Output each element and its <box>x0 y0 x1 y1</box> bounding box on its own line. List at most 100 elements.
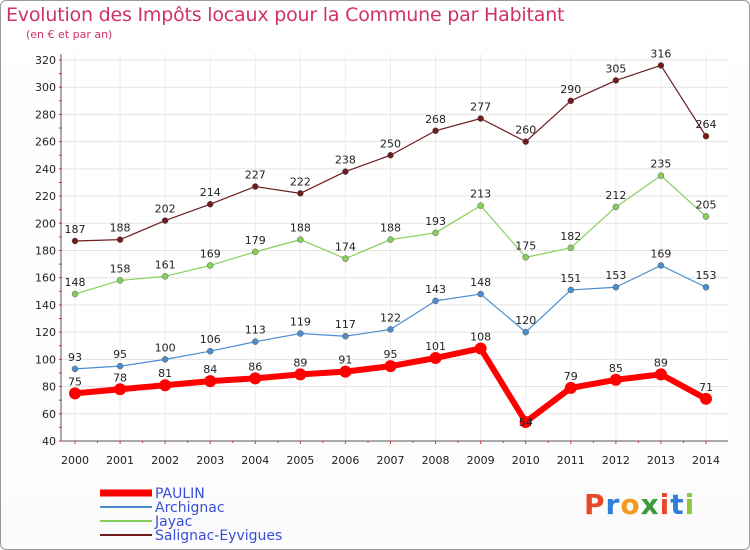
data-label-paulin: 84 <box>203 363 217 376</box>
data-point-jayac <box>522 254 529 261</box>
legend-label-jayac: Jayac <box>154 514 192 530</box>
data-label-jayac: 188 <box>380 222 401 235</box>
data-point-paulin <box>159 379 172 392</box>
y-tick-label: 160 <box>35 272 56 285</box>
data-point-archignac <box>116 362 124 370</box>
y-tick-label: 220 <box>35 190 56 203</box>
x-tick-label: 2007 <box>377 454 405 467</box>
data-label-archignac: 106 <box>200 333 221 346</box>
data-point-jayac <box>702 213 710 220</box>
data-label-salignac-eyvigues: 202 <box>155 203 176 216</box>
x-tick-label: 2010 <box>512 454 540 467</box>
logo-letter: r <box>605 488 621 521</box>
data-label-paulin: 91 <box>338 354 352 367</box>
y-tick-label: 320 <box>35 54 56 67</box>
data-label-jayac: 169 <box>200 247 221 260</box>
data-label-jayac: 174 <box>335 241 356 254</box>
data-point-paulin <box>519 415 532 428</box>
data-point-jayac <box>477 202 484 209</box>
data-label-paulin: 89 <box>293 356 307 369</box>
data-label-salignac-eyvigues: 188 <box>110 222 131 235</box>
data-label-jayac: 213 <box>470 188 491 201</box>
logo-letter: i <box>684 488 696 521</box>
data-label-jayac: 179 <box>245 234 266 247</box>
x-tick-label: 2001 <box>106 454 134 467</box>
data-label-paulin: 54 <box>519 416 533 429</box>
data-point-archignac <box>297 330 304 337</box>
data-point-paulin <box>609 373 622 386</box>
data-point-archignac <box>432 297 439 305</box>
data-point-jayac <box>297 236 304 243</box>
data-point-jayac <box>612 203 620 211</box>
data-point-jayac <box>252 248 259 256</box>
data-label-archignac: 148 <box>470 276 491 289</box>
data-point-salignac-eyvigues <box>71 237 79 245</box>
data-point-archignac <box>161 356 169 363</box>
data-label-salignac-eyvigues: 316 <box>650 47 671 60</box>
data-label-paulin: 89 <box>654 356 668 369</box>
data-label-archignac: 120 <box>515 314 536 327</box>
data-label-salignac-eyvigues: 250 <box>380 137 401 150</box>
y-tick-label: 260 <box>35 136 56 149</box>
data-point-paulin <box>339 365 352 378</box>
data-label-jayac: 212 <box>605 189 626 202</box>
y-tick-label: 40 <box>42 435 56 448</box>
y-tick-label: 60 <box>42 408 56 421</box>
data-label-paulin: 79 <box>564 370 578 383</box>
data-label-salignac-eyvigues: 227 <box>245 169 266 182</box>
data-label-archignac: 143 <box>425 283 446 296</box>
data-point-salignac-eyvigues <box>477 115 484 122</box>
data-point-paulin <box>249 372 262 385</box>
logo-letter: i <box>659 488 671 521</box>
x-tick-label: 2014 <box>692 454 720 467</box>
x-tick-label: 2008 <box>422 454 450 467</box>
data-label-salignac-eyvigues: 268 <box>425 113 446 126</box>
y-tick-label: 100 <box>35 353 56 366</box>
data-label-salignac-eyvigues: 290 <box>560 83 581 96</box>
data-point-paulin <box>69 387 81 400</box>
data-point-archignac <box>567 286 575 294</box>
data-label-salignac-eyvigues: 222 <box>290 175 311 188</box>
data-point-paulin <box>204 375 217 388</box>
data-label-jayac: 193 <box>425 215 446 228</box>
data-point-paulin <box>429 351 442 364</box>
x-tick-label: 2003 <box>196 454 224 467</box>
logo-letter: x <box>640 488 660 521</box>
data-point-salignac-eyvigues <box>206 200 214 208</box>
data-label-archignac: 122 <box>380 311 401 324</box>
data-point-salignac-eyvigues <box>657 62 665 69</box>
data-label-archignac: 117 <box>335 318 356 331</box>
data-point-jayac <box>206 262 214 269</box>
data-label-archignac: 151 <box>560 272 581 285</box>
data-point-jayac <box>657 172 665 179</box>
data-label-paulin: 95 <box>384 348 398 361</box>
data-label-jayac: 188 <box>290 222 311 235</box>
data-point-jayac <box>342 255 349 262</box>
logo-letter: t <box>670 488 685 521</box>
data-label-archignac: 153 <box>605 269 626 282</box>
x-tick-label: 2000 <box>61 454 89 467</box>
data-point-jayac <box>71 290 79 298</box>
x-tick-label: 2004 <box>241 454 269 467</box>
data-point-archignac <box>71 365 79 373</box>
data-label-salignac-eyvigues: 277 <box>470 101 491 114</box>
data-point-jayac <box>387 236 394 243</box>
data-point-salignac-eyvigues <box>116 236 124 243</box>
chart-subtitle: (en € et par an) <box>26 28 113 41</box>
data-label-archignac: 169 <box>650 247 671 260</box>
data-point-jayac <box>567 244 575 252</box>
data-point-paulin <box>474 342 487 355</box>
y-tick-label: 80 <box>42 381 56 394</box>
data-point-archignac <box>477 290 484 298</box>
logo-letter: P <box>584 488 606 521</box>
data-label-archignac: 95 <box>113 348 127 361</box>
data-point-salignac-eyvigues <box>522 138 529 145</box>
y-tick-label: 180 <box>35 245 56 258</box>
data-point-salignac-eyvigues <box>612 77 620 84</box>
legend-label-paulin: PAULIN <box>155 486 205 502</box>
data-point-archignac <box>387 326 394 333</box>
data-label-jayac: 235 <box>650 158 671 171</box>
data-label-jayac: 161 <box>155 258 176 271</box>
data-point-paulin <box>564 381 577 394</box>
legend-label-archignac: Archignac <box>155 500 225 516</box>
